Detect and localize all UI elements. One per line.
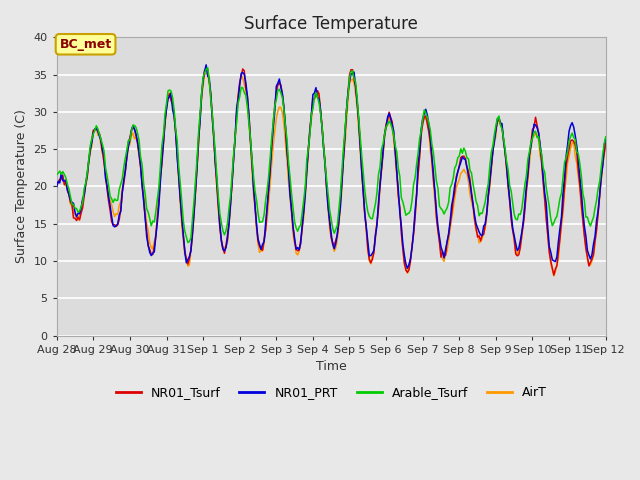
Legend: NR01_Tsurf, NR01_PRT, Arable_Tsurf, AirT: NR01_Tsurf, NR01_PRT, Arable_Tsurf, AirT [111,381,552,404]
Title: Surface Temperature: Surface Temperature [244,15,418,33]
Y-axis label: Surface Temperature (C): Surface Temperature (C) [15,109,28,264]
X-axis label: Time: Time [316,360,347,373]
Text: BC_met: BC_met [60,38,112,51]
